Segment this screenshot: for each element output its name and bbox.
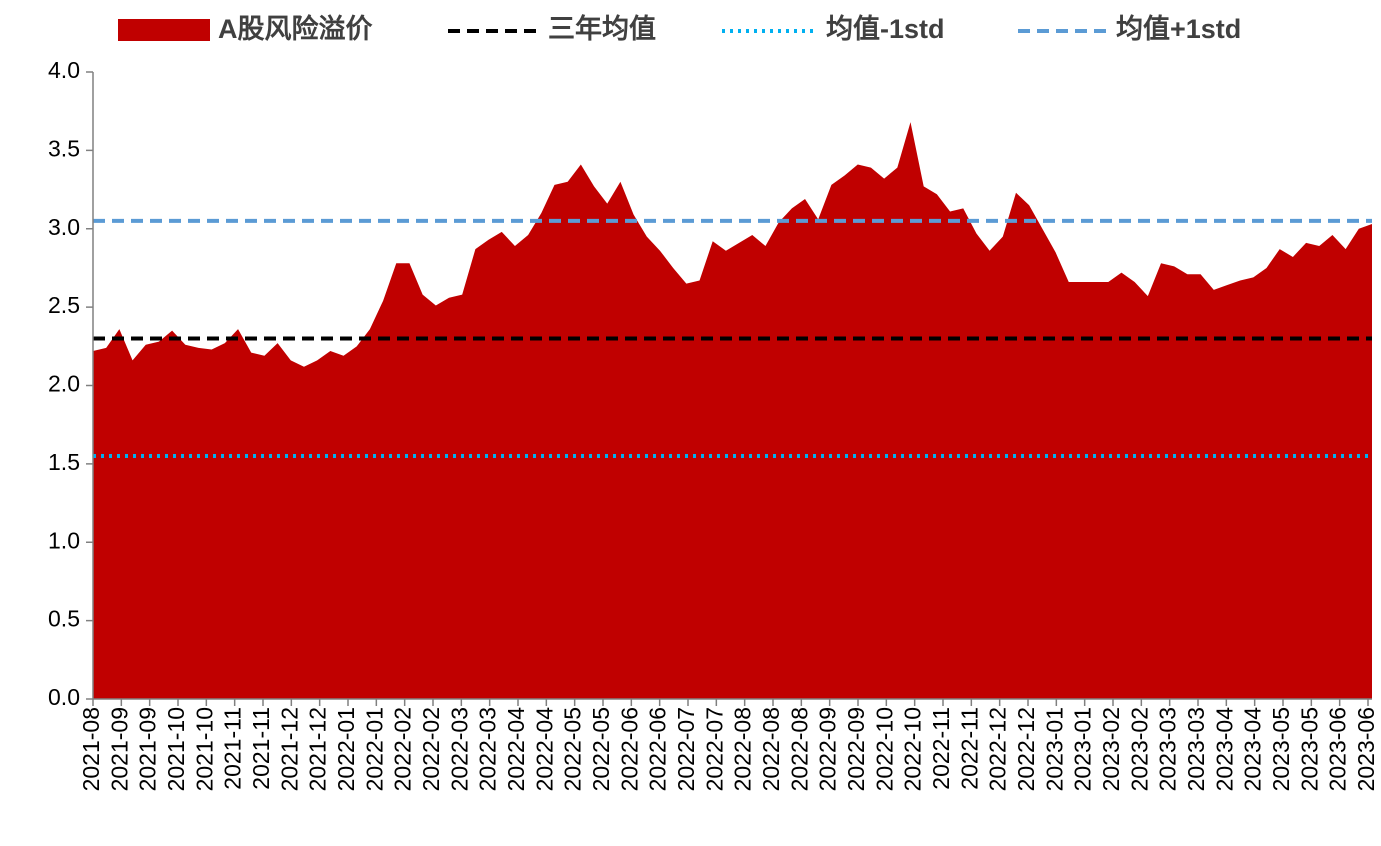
x-tick-label: 2022-02 [390, 707, 416, 791]
y-tick-label: 1.0 [48, 527, 80, 553]
x-tick-label: 2023-05 [1296, 707, 1322, 791]
x-tick-label: 2022-08 [730, 707, 756, 791]
x-tick-label: 2022-09 [843, 707, 869, 791]
y-tick-label: 0.5 [48, 606, 80, 632]
x-tick-label: 2022-01 [361, 707, 387, 791]
y-tick-label: 1.5 [48, 449, 80, 475]
x-tick-label: 2022-04 [503, 707, 529, 792]
x-tick-label: 2022-07 [673, 707, 699, 791]
y-tick-label: 2.0 [48, 371, 80, 397]
x-tick-label: 2021-10 [191, 707, 217, 791]
x-tick-label: 2022-01 [333, 707, 359, 791]
x-tick-label: 2023-05 [1268, 707, 1294, 791]
x-tick-label: 2023-03 [1183, 707, 1209, 791]
x-tick-label: 2022-03 [475, 707, 501, 791]
x-tick-label: 2023-04 [1211, 707, 1237, 792]
x-tick-label: 2022-06 [616, 707, 642, 791]
x-tick-label: 2023-02 [1126, 707, 1152, 791]
y-tick-label: 2.5 [48, 292, 80, 318]
y-tick-label: 3.0 [48, 214, 80, 240]
legend-swatch [118, 19, 210, 41]
x-tick-label: 2023-06 [1353, 707, 1379, 791]
x-tick-label: 2022-11 [928, 707, 954, 790]
x-tick-label: 2021-08 [78, 707, 104, 791]
x-tick-label: 2021-11 [220, 707, 246, 790]
y-tick-label: 4.0 [48, 57, 80, 83]
x-tick-label: 2021-12 [305, 707, 331, 791]
x-tick-label: 2022-07 [701, 707, 727, 791]
x-tick-label: 2022-08 [758, 707, 784, 791]
x-tick-label: 2023-06 [1325, 707, 1351, 791]
x-tick-label: 2022-06 [645, 707, 671, 791]
x-tick-label: 2022-03 [446, 707, 472, 791]
legend-label: A股风险溢价 [218, 13, 373, 44]
x-tick-label: 2022-02 [418, 707, 444, 791]
x-tick-label: 2021-10 [163, 707, 189, 791]
x-tick-label: 2022-12 [985, 707, 1011, 791]
x-tick-label: 2023-04 [1240, 707, 1266, 792]
x-tick-label: 2022-11 [956, 707, 982, 790]
x-tick-label: 2022-10 [900, 707, 926, 791]
x-tick-label: 2022-09 [815, 707, 841, 791]
y-tick-label: 3.5 [48, 135, 80, 161]
x-tick-label: 2021-09 [135, 707, 161, 791]
legend-label: 三年均值 [548, 13, 656, 44]
x-tick-label: 2021-11 [248, 707, 274, 790]
x-tick-label: 2023-01 [1070, 707, 1096, 791]
legend-label: 均值+1std [1116, 14, 1241, 44]
x-tick-label: 2023-01 [1041, 707, 1067, 791]
x-tick-label: 2021-12 [276, 707, 302, 791]
y-tick-label: 0.0 [48, 684, 80, 710]
area [93, 122, 1372, 699]
x-tick-label: 2023-02 [1098, 707, 1124, 791]
x-tick-label: 2021-09 [106, 707, 132, 791]
x-tick-label: 2022-05 [560, 707, 586, 791]
x-tick-label: 2022-10 [871, 707, 897, 791]
x-tick-label: 2022-05 [588, 707, 614, 791]
x-tick-label: 2022-04 [531, 707, 557, 792]
x-tick-label: 2023-03 [1155, 707, 1181, 791]
x-tick-label: 2022-08 [786, 707, 812, 791]
x-tick-label: 2022-12 [1013, 707, 1039, 791]
legend-label: 均值-1std [826, 14, 945, 44]
